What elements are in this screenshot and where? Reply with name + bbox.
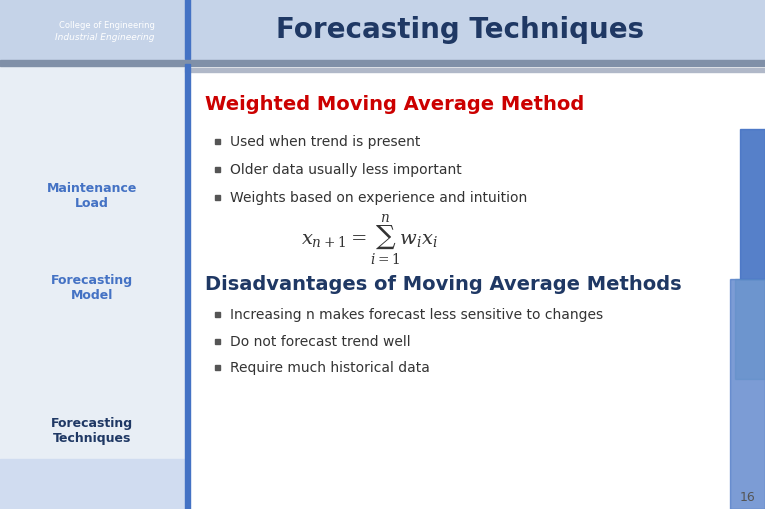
Bar — [735, 279, 765, 379]
Text: Weighted Moving Average Method: Weighted Moving Average Method — [205, 95, 584, 115]
Text: Used when trend is present: Used when trend is present — [230, 135, 421, 149]
Bar — [215, 340, 220, 344]
Text: Increasing n makes forecast less sensitive to changes: Increasing n makes forecast less sensiti… — [230, 307, 603, 321]
Bar — [740, 130, 765, 279]
Text: Require much historical data: Require much historical data — [230, 360, 430, 374]
Bar — [215, 167, 220, 173]
Text: Do not forecast trend well: Do not forecast trend well — [230, 334, 411, 348]
Text: Industrial Engineering: Industrial Engineering — [56, 34, 155, 42]
Text: Forecasting Techniques: Forecasting Techniques — [276, 16, 644, 44]
Text: 16: 16 — [740, 491, 756, 503]
Bar — [215, 195, 220, 201]
Bar — [215, 140, 220, 145]
Text: College of Engineering: College of Engineering — [59, 20, 155, 30]
Bar — [0, 0, 765, 60]
Bar — [730, 279, 765, 509]
Text: Weights based on experience and intuition: Weights based on experience and intuitio… — [230, 191, 527, 205]
Bar — [215, 365, 220, 370]
Bar — [0, 61, 765, 67]
Text: $x_{n+1} = \sum_{i=1}^{n} w_i x_i$: $x_{n+1} = \sum_{i=1}^{n} w_i x_i$ — [301, 212, 438, 267]
Bar — [185, 65, 190, 509]
Text: Disadvantages of Moving Average Methods: Disadvantages of Moving Average Methods — [205, 275, 682, 294]
Text: Older data usually less important: Older data usually less important — [230, 163, 462, 177]
Text: Forecasting
Techniques: Forecasting Techniques — [51, 416, 133, 444]
Bar — [0, 459, 185, 509]
Bar — [0, 65, 185, 509]
Text: Forecasting
Model: Forecasting Model — [51, 274, 133, 301]
Bar — [185, 69, 765, 73]
Bar — [185, 0, 190, 60]
Bar — [215, 313, 220, 318]
Text: Maintenance
Load: Maintenance Load — [47, 182, 137, 210]
